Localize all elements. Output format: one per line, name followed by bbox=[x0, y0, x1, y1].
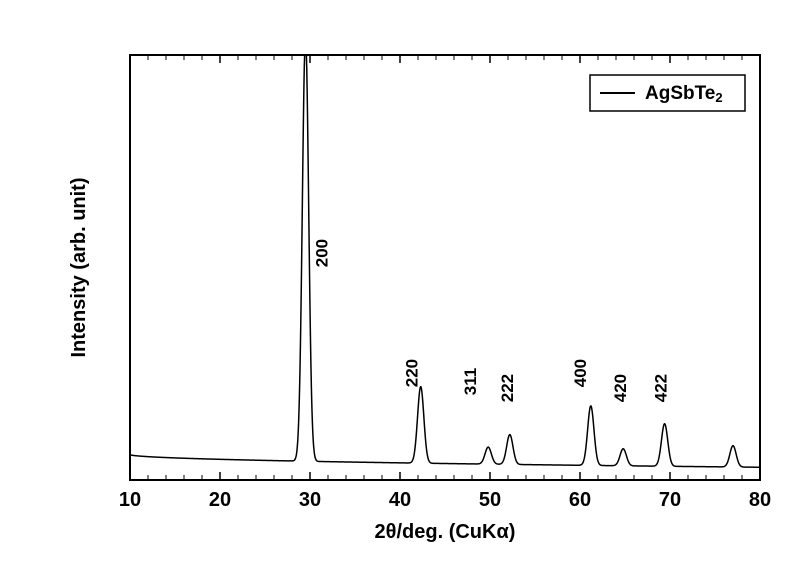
x-tick-label: 50 bbox=[479, 489, 501, 511]
peak-label: 222 bbox=[498, 374, 517, 402]
x-tick-label: 40 bbox=[389, 489, 411, 511]
chart-svg: 10 20 30 40 50 60 70 80 2θ/deg. (CuKα) Intensity … bbox=[0, 0, 800, 585]
x-tick-label: 70 bbox=[659, 489, 681, 511]
x-tick-label: 80 bbox=[749, 489, 771, 511]
x-tick-label: 20 bbox=[209, 489, 231, 511]
peak-label: 422 bbox=[652, 374, 671, 402]
x-axis-label: 2θ/deg. (CuKα) bbox=[375, 521, 516, 543]
peak-label: 400 bbox=[571, 359, 590, 387]
peak-label: 200 bbox=[313, 239, 332, 267]
xrd-chart: 10 20 30 40 50 60 70 80 2θ/deg. (CuKα) Intensity … bbox=[0, 0, 800, 585]
peak-label: 311 bbox=[461, 368, 480, 395]
x-tick-label: 30 bbox=[299, 489, 321, 511]
legend-label: AgSbTe2 bbox=[645, 83, 723, 105]
peak-label: 220 bbox=[403, 359, 422, 387]
x-tick-label: 10 bbox=[119, 489, 141, 511]
y-axis-label: Intensity (arb. unit) bbox=[68, 178, 90, 358]
x-tick-label: 60 bbox=[569, 489, 591, 511]
peak-label: 420 bbox=[611, 374, 630, 402]
